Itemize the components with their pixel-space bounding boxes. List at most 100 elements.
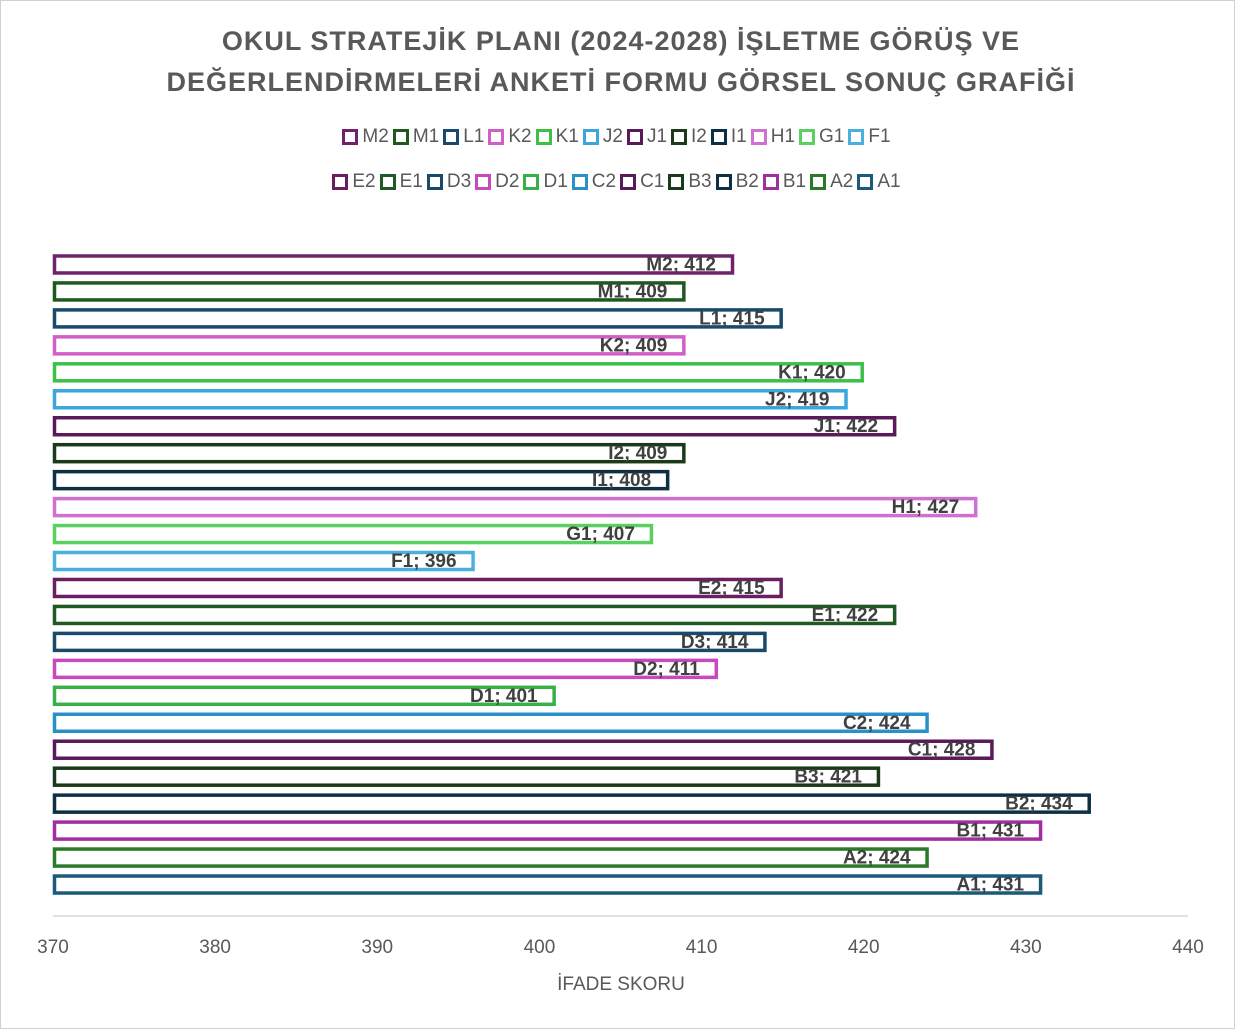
x-tick-label: 400 [524, 937, 556, 958]
legend-swatch [715, 174, 732, 190]
data-label: A2; 424 [843, 848, 911, 869]
x-tick-label: 410 [686, 937, 718, 958]
legend-item: I2 [671, 126, 707, 148]
bar [52, 820, 1043, 841]
legend-item: J1 [626, 126, 668, 148]
legend-label: I2 [691, 126, 707, 147]
legend-item: A2 [810, 171, 853, 193]
legend-label: D2 [495, 171, 520, 192]
x-tick-label: 420 [848, 937, 880, 958]
legend-swatch [379, 174, 396, 190]
bar [52, 523, 654, 545]
legend-swatch [671, 129, 688, 145]
legend-label: J1 [646, 126, 668, 147]
legend-swatch [332, 174, 349, 190]
legend-swatch [710, 129, 727, 145]
bar [52, 550, 475, 572]
legend-swatch [523, 174, 540, 190]
data-label: M1; 409 [598, 281, 668, 302]
legend-swatch [342, 129, 359, 145]
bar [52, 415, 897, 437]
bar [52, 766, 881, 787]
legend-swatch [810, 174, 827, 190]
bar [52, 577, 783, 599]
legend-label: E2 [352, 171, 376, 192]
bar [52, 254, 735, 275]
data-label: B1; 431 [956, 821, 1024, 842]
x-tick-label: 430 [1010, 937, 1042, 958]
legend-swatch [762, 174, 779, 190]
data-label: E2; 415 [698, 578, 765, 599]
bar [52, 658, 719, 680]
bar [52, 496, 978, 518]
legend-item: A1 [857, 171, 901, 193]
data-label: B3; 421 [794, 767, 862, 788]
bar [52, 308, 783, 329]
legend-swatch [620, 174, 637, 190]
x-axis-title: İFADE SKORU [557, 974, 685, 995]
legend-item: B3 [668, 171, 712, 193]
legend-swatch [488, 129, 505, 145]
data-label: J2; 419 [765, 389, 829, 410]
legend-label: G1 [819, 126, 845, 147]
legend-label: C1 [640, 171, 665, 192]
legend-label: K1 [555, 126, 579, 147]
data-label: F1; 396 [391, 551, 456, 572]
bar [52, 685, 556, 707]
legend-label: A1 [877, 171, 901, 192]
data-label: H1; 427 [892, 497, 960, 518]
bar [52, 335, 686, 356]
legend-item: G1 [799, 126, 844, 148]
data-label: L1; 415 [699, 308, 765, 329]
legend: M2 M1 L1 K2 K1 J2 J1 I2 I1 H1 G1 F1 [1, 126, 1234, 148]
legend-item: C2 [571, 171, 617, 193]
bar [52, 739, 994, 760]
legend-label: C2 [591, 171, 617, 192]
legend-label: H1 [770, 126, 796, 147]
bar [52, 631, 767, 653]
data-label: G1; 407 [566, 524, 635, 545]
legend-item: B2 [715, 171, 759, 193]
legend-swatch [799, 129, 816, 145]
legend-item: M2 [342, 126, 389, 148]
legend-label: D3 [446, 171, 472, 192]
bar [52, 847, 929, 868]
legend-label: K2 [508, 126, 532, 147]
x-tick-label: 440 [1172, 937, 1204, 958]
legend-label: F1 [868, 126, 891, 147]
legend-item: J2 [582, 126, 623, 148]
legend-label: J2 [602, 126, 623, 147]
legend-item: L1 [443, 126, 484, 148]
legend-label: L1 [463, 126, 485, 147]
legend-item: D2 [475, 171, 519, 193]
data-label: B2; 434 [1005, 794, 1073, 815]
legend-label: M1 [412, 126, 440, 147]
legend-swatch [668, 174, 685, 190]
bar [52, 389, 848, 410]
bar [52, 712, 929, 734]
data-label: E1; 422 [812, 605, 879, 626]
data-label: C1; 428 [908, 740, 976, 761]
legend-swatch [443, 129, 460, 145]
data-label: K2; 409 [600, 335, 668, 356]
bar [52, 281, 686, 302]
legend-item: D1 [523, 171, 568, 193]
data-label: J1; 422 [814, 416, 878, 437]
legend-item: C1 [620, 171, 664, 193]
legend-item: K1 [535, 126, 579, 148]
legend-label: B1 [782, 171, 807, 192]
legend-swatch [582, 129, 599, 145]
bar [52, 604, 897, 626]
legend-item: H1 [750, 126, 796, 148]
x-tick-label: 390 [361, 937, 393, 958]
data-label: D1; 401 [470, 686, 538, 707]
data-label: M2; 412 [646, 254, 716, 275]
bar [52, 469, 670, 491]
legend-label: A2 [830, 171, 854, 192]
legend-item: M1 [392, 126, 440, 148]
bar [52, 793, 1091, 814]
bar [52, 362, 864, 383]
legend-item: F1 [848, 126, 891, 148]
